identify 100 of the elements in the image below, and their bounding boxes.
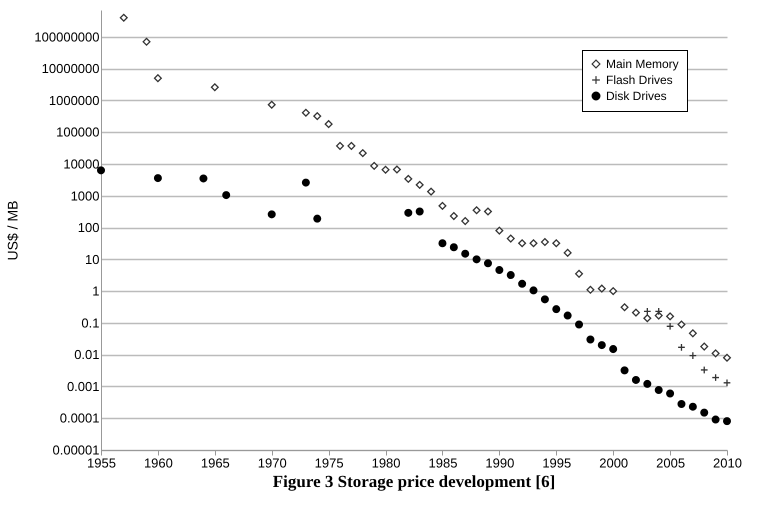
point	[495, 266, 504, 274]
point	[302, 108, 310, 117]
point	[438, 202, 446, 210]
y-tick-label: 0.01	[74, 347, 100, 362]
point	[347, 142, 356, 150]
point	[358, 149, 367, 158]
point	[575, 270, 584, 278]
point	[712, 416, 720, 424]
point	[268, 210, 276, 218]
y-tick-label: 0.0001	[60, 410, 100, 426]
point	[722, 354, 732, 362]
point	[518, 239, 526, 248]
point	[722, 417, 732, 426]
point	[643, 380, 652, 388]
point	[450, 243, 458, 252]
point	[564, 248, 572, 257]
point	[598, 341, 606, 350]
y-tick-label: 1	[92, 284, 100, 299]
point	[586, 286, 594, 294]
point	[688, 402, 697, 411]
point	[564, 312, 572, 320]
point	[518, 280, 526, 288]
y-tick-label: 0.1	[81, 315, 100, 330]
y-tick-label: 100000000	[34, 29, 100, 44]
x-tick-label: 1995	[542, 456, 572, 470]
point	[586, 336, 594, 344]
legend-label: Main Memory	[606, 57, 679, 71]
point	[484, 259, 492, 268]
point	[540, 238, 549, 246]
point	[495, 226, 504, 235]
legend-label: Flash Drives	[606, 73, 673, 87]
point	[268, 100, 276, 109]
y-tick-label: 1000000	[48, 92, 100, 108]
y-tick-label: 100000	[56, 124, 100, 140]
point	[210, 83, 219, 92]
y-tick-label: 0.00001	[52, 442, 100, 458]
point	[620, 303, 629, 312]
point	[712, 374, 720, 382]
point	[575, 320, 584, 328]
x-tick-label: 1970	[258, 456, 287, 470]
y-tick-label: 10000	[63, 156, 100, 172]
x-tick-label: 1985	[428, 456, 458, 470]
legend-label: Disk Drives	[606, 89, 667, 103]
point	[632, 376, 640, 384]
point	[506, 271, 515, 280]
point	[712, 349, 720, 358]
point	[530, 286, 538, 294]
point	[677, 320, 686, 328]
point	[700, 342, 708, 351]
point	[416, 207, 424, 216]
y-tick-label: 100	[78, 220, 100, 236]
point	[313, 214, 322, 223]
point	[324, 120, 333, 128]
point	[416, 180, 424, 189]
point	[666, 389, 674, 398]
point	[302, 178, 310, 187]
point	[336, 142, 344, 150]
point	[609, 287, 618, 296]
point	[598, 284, 606, 293]
point	[688, 329, 697, 338]
point	[666, 322, 674, 330]
point	[609, 345, 618, 354]
point	[552, 239, 560, 248]
point	[120, 14, 128, 22]
point	[313, 112, 322, 120]
point	[222, 191, 230, 200]
point	[643, 307, 652, 316]
point	[472, 206, 481, 214]
text: Figure 3 Storage price development [6]	[272, 472, 556, 491]
x-tick-label: 1960	[144, 456, 173, 470]
point	[142, 38, 151, 46]
point	[677, 400, 686, 408]
point	[654, 307, 663, 316]
x-tick-label: 1975	[314, 456, 344, 470]
x-tick-label: 2010	[713, 456, 742, 470]
point	[540, 295, 549, 304]
point	[392, 166, 401, 174]
x-tick-label: 1955	[87, 456, 116, 470]
point	[427, 188, 436, 196]
x-tick-label: 2000	[599, 456, 628, 470]
point	[552, 305, 560, 314]
point	[506, 234, 515, 243]
point	[154, 174, 162, 182]
point	[404, 208, 412, 217]
point	[643, 314, 652, 322]
point	[461, 217, 470, 226]
point	[688, 352, 697, 360]
point	[484, 207, 492, 216]
point	[404, 174, 412, 183]
y-tick-label: 1000	[70, 188, 100, 204]
point	[199, 174, 208, 182]
point	[632, 308, 640, 317]
point	[472, 255, 481, 264]
y-tick-label: 10000000	[42, 61, 100, 76]
point	[700, 408, 708, 417]
point	[438, 239, 446, 248]
y-tick-label: 10	[85, 252, 100, 267]
point	[700, 366, 708, 374]
point	[370, 162, 378, 170]
x-tick-label: 1980	[372, 456, 401, 470]
